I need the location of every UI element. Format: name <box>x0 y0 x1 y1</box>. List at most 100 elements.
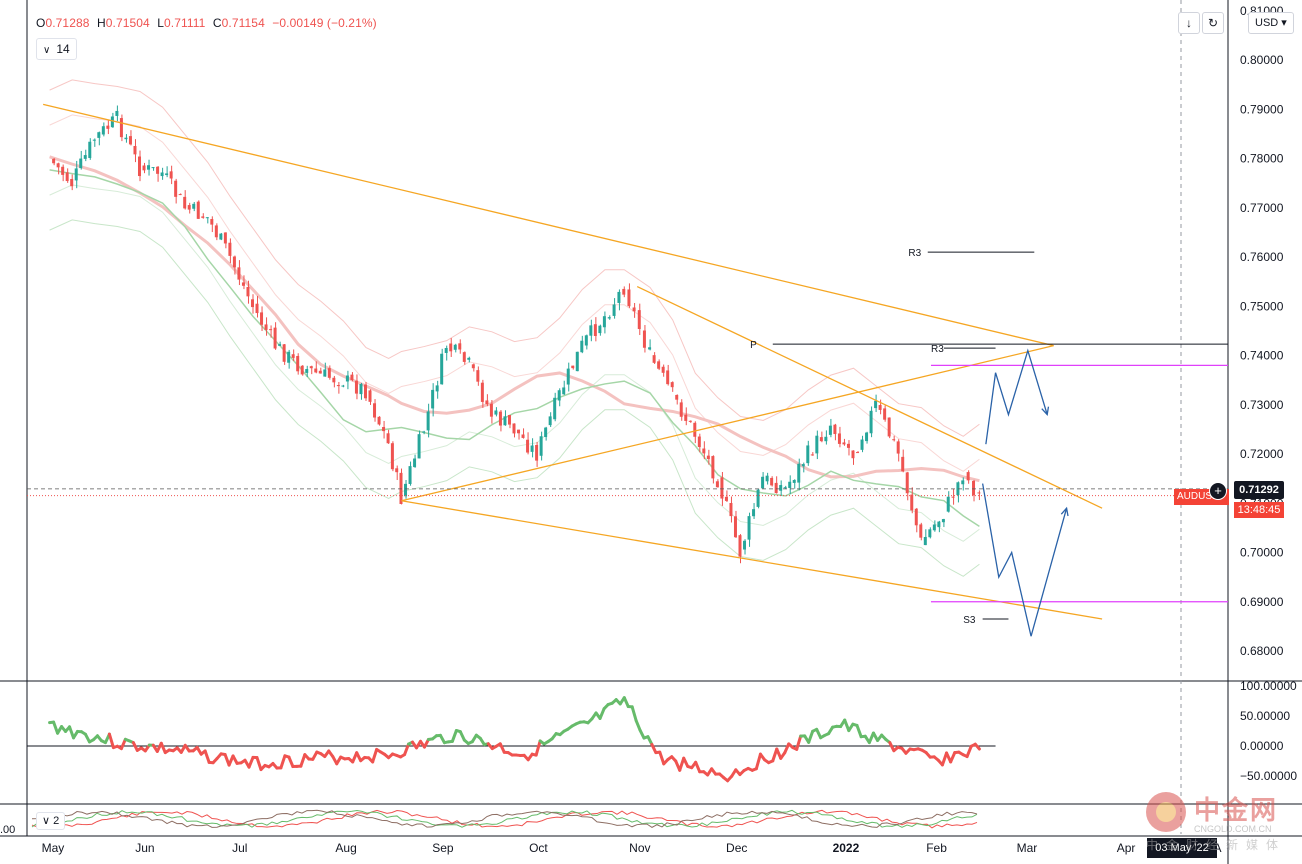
candle-body <box>426 411 430 431</box>
candle-body <box>910 494 914 511</box>
candle-body <box>498 411 502 426</box>
candle-body <box>196 201 200 219</box>
low-label: L <box>157 16 165 30</box>
candle <box>196 200 200 219</box>
oscillator-tick-label: 100.00000 <box>1240 679 1297 693</box>
projection-path-up-arrowhead <box>1041 406 1050 417</box>
ohlc-legend: O0.71288 H0.71504 L0.71111 C0.71154 −0.0… <box>36 16 381 30</box>
candle <box>124 134 128 143</box>
candle <box>788 475 792 495</box>
crosshair-date-tag: 03 May '22 <box>1147 838 1217 858</box>
candle <box>128 130 132 146</box>
candle-body <box>350 374 354 381</box>
watermark-url: CNGOLD.COM.CN <box>1194 824 1272 834</box>
candle <box>404 480 408 499</box>
candle-body <box>56 163 60 168</box>
candle-body <box>856 452 860 454</box>
candle <box>291 349 295 362</box>
candle-body <box>792 480 796 483</box>
candle-body <box>296 355 300 372</box>
candle-body <box>101 126 105 135</box>
candle-body <box>110 116 114 128</box>
oscillator-segment <box>694 760 702 774</box>
candle-body <box>327 368 331 378</box>
currency-select[interactable]: USD ▾ <box>1248 12 1294 34</box>
candle-body <box>869 410 873 434</box>
candle-body <box>278 344 282 346</box>
trendline <box>636 285 1103 509</box>
candle-body <box>824 436 828 442</box>
oscillator-segment <box>458 730 466 742</box>
candle <box>373 399 377 422</box>
candle-body <box>828 425 832 435</box>
candle <box>756 488 760 509</box>
candle <box>837 426 841 448</box>
candle <box>961 477 965 491</box>
time-tick-label: Sep <box>432 841 454 855</box>
add-alert-button[interactable]: + <box>1209 482 1227 500</box>
candle <box>972 479 976 502</box>
candle <box>413 454 417 468</box>
candle <box>535 441 539 467</box>
candle-body <box>74 168 78 181</box>
projection-path-down-arrowhead <box>1060 506 1069 517</box>
candle <box>706 449 710 465</box>
candle <box>462 351 466 365</box>
candle <box>792 479 796 489</box>
candle-body <box>711 456 715 479</box>
candle-body <box>147 165 151 170</box>
candle-body <box>657 361 661 369</box>
candle <box>133 139 137 163</box>
sub-pane-toggle[interactable]: ∨ 2 <box>36 812 66 830</box>
time-tick-label: May <box>42 841 65 855</box>
candle-body <box>214 225 218 238</box>
candle <box>83 149 87 162</box>
candle <box>278 341 282 346</box>
candle <box>273 322 277 350</box>
candle-body <box>250 299 254 308</box>
trendline <box>401 500 1103 620</box>
oscillator-segment <box>754 752 762 771</box>
time-tick-label: Feb <box>926 841 947 855</box>
indicator-period-toggle[interactable]: ∨ 14 <box>36 38 77 60</box>
candle-body <box>602 316 606 328</box>
candle-body <box>332 377 336 383</box>
candle-body <box>260 312 264 325</box>
candle-body <box>395 468 399 473</box>
oscillator-segment <box>630 705 638 723</box>
candle-body <box>476 370 480 382</box>
candle-body <box>309 366 313 369</box>
candle <box>223 232 227 249</box>
candle <box>88 138 92 160</box>
candle-body <box>670 382 674 388</box>
reset-chart-button[interactable]: ↻ <box>1202 12 1224 34</box>
candle-body <box>269 329 273 331</box>
oscillator-segment <box>287 755 295 769</box>
candle-body <box>961 480 965 485</box>
candle <box>571 365 575 370</box>
candle <box>101 122 105 137</box>
candle-body <box>462 352 466 362</box>
candle <box>489 400 493 424</box>
time-tick-label: 2022 <box>833 841 860 855</box>
candle-body <box>314 368 318 373</box>
candle <box>562 380 566 396</box>
candle-body <box>79 158 83 169</box>
watermark-subtitle: 中金财经新媒体 <box>1146 838 1287 852</box>
candle <box>264 317 268 336</box>
candle-body <box>70 178 74 187</box>
candle <box>390 441 394 472</box>
candle <box>530 438 534 458</box>
candle-body <box>431 389 435 409</box>
scroll-to-latest-button[interactable]: ↓ <box>1178 12 1200 34</box>
candle-body <box>151 167 155 169</box>
oscillator-segment <box>634 719 642 732</box>
candle-body <box>622 288 626 295</box>
oscillator-segment <box>622 696 630 709</box>
candle-body <box>688 420 692 422</box>
candle <box>228 238 232 264</box>
oscillator-segment <box>682 756 690 768</box>
candle-body <box>453 344 457 350</box>
oscillator-segment <box>203 749 211 764</box>
